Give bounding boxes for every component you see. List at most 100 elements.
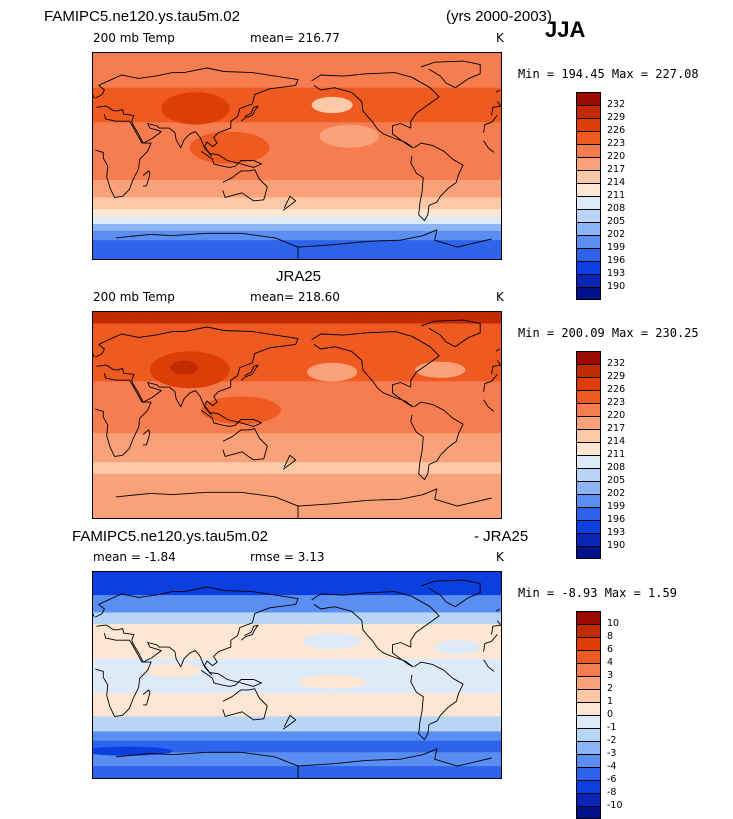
colorbar-swatch <box>576 248 601 261</box>
coastline-africa <box>95 633 152 717</box>
coastline-north-america <box>311 72 440 149</box>
colorbar-swatch <box>576 533 601 546</box>
coastline-uk <box>495 608 500 612</box>
coastline-antarctica <box>297 748 492 767</box>
colorbar-tick-label: 205 <box>607 216 626 227</box>
colorbar-tick-label: 196 <box>607 514 626 525</box>
coastline-africa <box>95 114 152 198</box>
colorbar-tick-label: 202 <box>607 488 626 499</box>
panel1-map <box>92 52 502 260</box>
field-band <box>93 157 501 181</box>
panel2-map-svg <box>93 312 501 518</box>
colorbar-swatch <box>576 235 601 248</box>
colorbar-swatch <box>576 754 601 767</box>
colorbar-tick-label: 1 <box>607 696 614 707</box>
panel3-minmax: Min = -8.93 Max = 1.59 <box>518 586 677 600</box>
coastline-newzealand <box>282 454 297 470</box>
colorbar-swatch <box>576 105 601 118</box>
coastline-newzealand <box>282 195 297 211</box>
field-band <box>93 740 501 753</box>
colorbar-tick-label: 211 <box>607 449 626 460</box>
field-band <box>93 473 501 518</box>
panel3-title-right: - JRA25 <box>474 528 529 545</box>
field-anomaly <box>434 640 481 655</box>
coastline-eurasia <box>95 67 299 157</box>
coastline-antarctica <box>115 232 299 259</box>
coastline-africa <box>483 399 495 412</box>
coastline-japan <box>240 364 259 381</box>
colorbar-swatch <box>576 416 601 429</box>
colorbar-swatch <box>576 118 601 131</box>
field-anomaly <box>415 361 466 378</box>
coastline-japan <box>240 624 259 641</box>
coastline-uk <box>93 353 95 358</box>
field-anomaly <box>161 92 230 125</box>
colorbar-swatch <box>576 222 601 235</box>
field-band <box>93 410 501 434</box>
colorbar-swatch <box>576 650 601 663</box>
colorbar-swatch <box>576 715 601 728</box>
coastline-north-america <box>311 591 440 668</box>
colorbar-tick-label: 196 <box>607 255 626 266</box>
panel3-map <box>92 571 502 779</box>
coastline-eurasia <box>491 360 501 375</box>
colorbar-tick-label: -3 <box>607 748 617 759</box>
coastline-eurasia <box>95 326 299 416</box>
colorbar-swatch <box>576 196 601 209</box>
colorbar-swatch <box>576 390 601 403</box>
case-title: FAMIPC5.ne120.ys.tau5m.02 <box>44 8 240 25</box>
colorbar-tick-label: -4 <box>607 761 617 772</box>
colorbar-tick-label: 2 <box>607 683 614 694</box>
panel3-colorbar: 10 8 6 4 3 2 1 0 -1 -2 -3 -4 -6 -8 -10 <box>576 611 623 819</box>
colorbar-tick-label: 229 <box>607 371 626 382</box>
colorbar-swatch <box>576 741 601 754</box>
colorbar-tick-label: 199 <box>607 242 626 253</box>
coastline-indonesia <box>200 150 263 168</box>
coastline-indonesia <box>200 669 263 687</box>
panel3-mean-label: mean = <box>93 550 141 564</box>
coastline-australia <box>222 428 268 461</box>
coastline-australia <box>222 169 268 202</box>
coastline-madagascar <box>142 429 151 446</box>
field-anomaly <box>319 124 379 148</box>
field-band <box>93 53 501 68</box>
colorbar-tick-label: 10 <box>607 618 620 629</box>
colorbar-swatch <box>576 806 601 819</box>
panel1-map-svg <box>93 53 501 259</box>
field-band <box>93 224 501 232</box>
coastline-uk <box>93 613 95 618</box>
field-band <box>93 433 501 463</box>
colorbar-swatch <box>576 793 601 806</box>
field-band <box>93 693 501 717</box>
colorbar-tick-label: 4 <box>607 657 614 668</box>
colorbar-tick-label: 232 <box>607 358 626 369</box>
field-band <box>93 240 501 259</box>
field-band <box>93 752 501 767</box>
colorbar-tick-label: 226 <box>607 125 626 136</box>
colorbar-swatch <box>576 364 601 377</box>
colorbar-swatch <box>576 429 601 442</box>
field-band <box>93 612 501 625</box>
colorbar-swatch <box>576 442 601 455</box>
panel3-rmse-value: 3.13 <box>297 550 325 564</box>
colorbar-swatch <box>576 351 601 364</box>
panel3-rmse-label: rmse = <box>250 550 294 564</box>
field-anomaly <box>303 633 361 650</box>
coastline-greenland <box>420 60 481 89</box>
field-band <box>93 658 501 694</box>
panel2-mean-value: 218.60 <box>297 290 340 304</box>
coastline-uk <box>93 94 95 99</box>
colorbar-tick-label: 217 <box>607 423 626 434</box>
colorbar-swatch <box>576 92 601 105</box>
field-band <box>93 716 501 732</box>
field-band <box>93 180 501 198</box>
colorbar-tick-label: 202 <box>607 229 626 240</box>
colorbar-swatch <box>576 209 601 222</box>
panel2-units: K <box>496 290 504 304</box>
colorbar-swatch <box>576 637 601 650</box>
coastline-greenland <box>420 319 481 348</box>
panel2-title: JRA25 <box>276 268 322 285</box>
panel1-units: K <box>496 31 504 45</box>
field-band <box>93 624 501 660</box>
panel1-mean-value: 216.77 <box>297 31 340 45</box>
